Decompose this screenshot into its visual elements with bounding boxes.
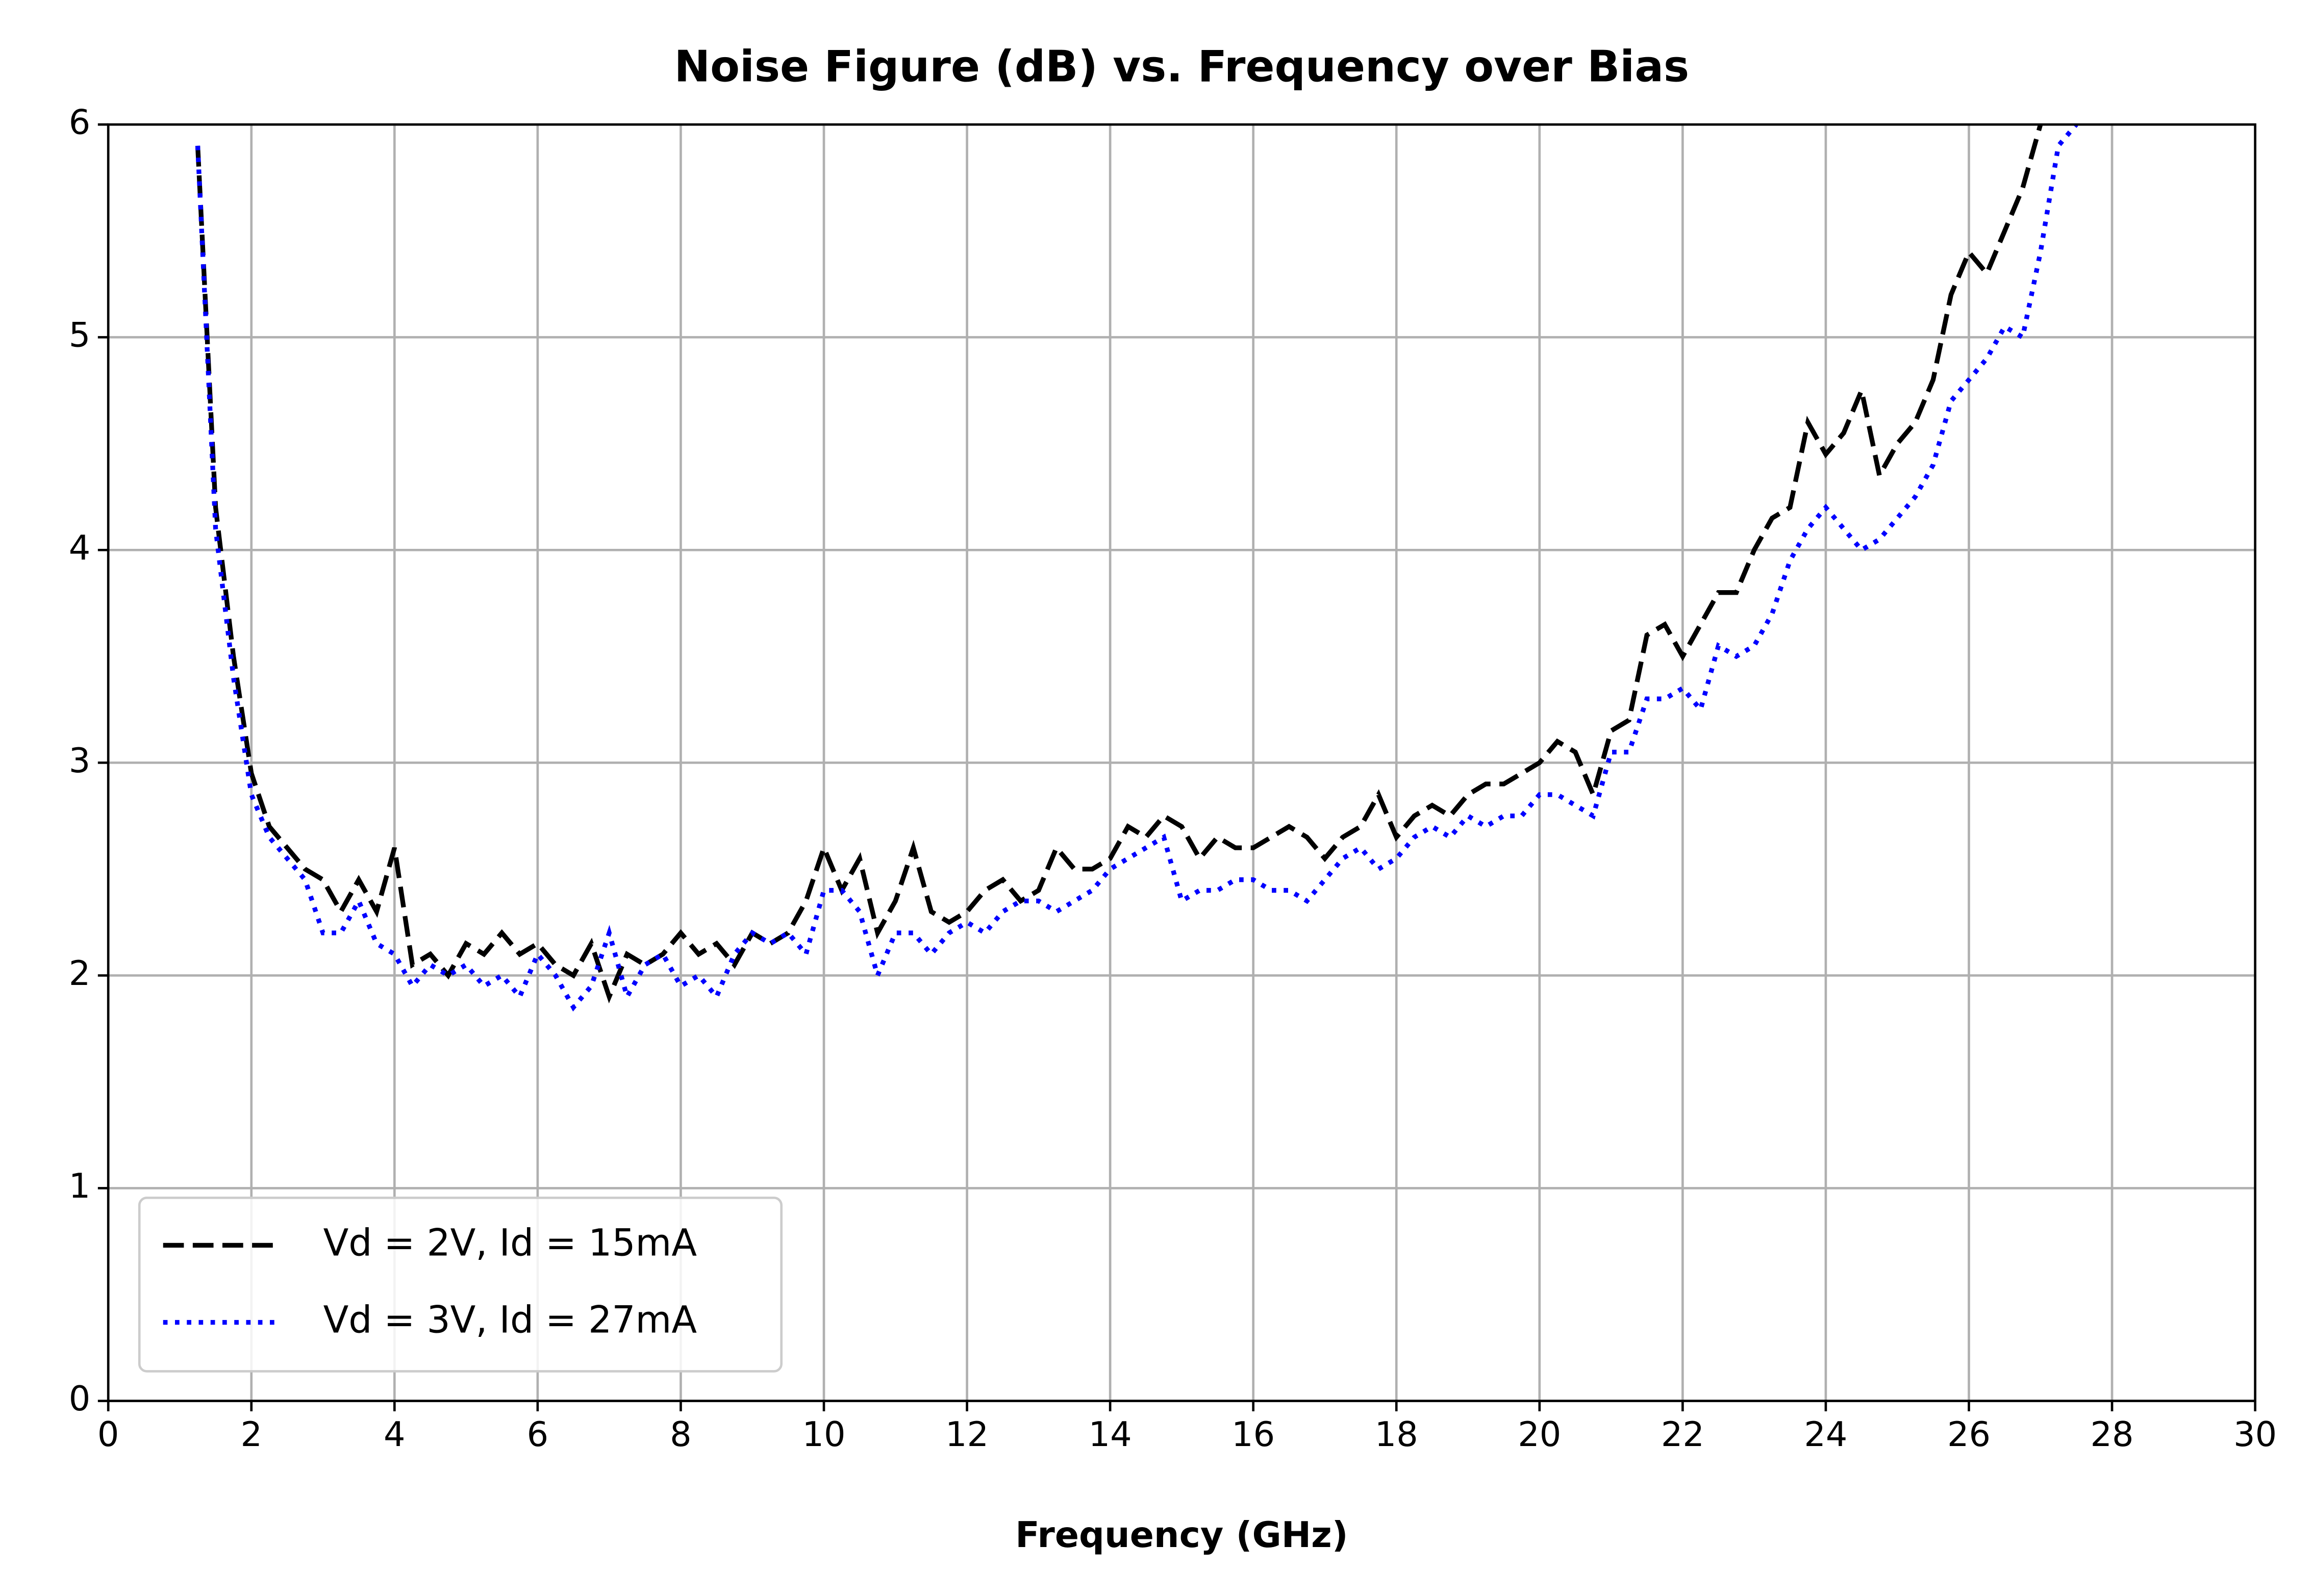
y-tick-label: 0 [69,1379,91,1418]
x-tick-label: 4 [384,1414,406,1454]
x-tick-label: 8 [670,1414,692,1454]
x-tick-label: 26 [1947,1414,1991,1454]
x-tick-label: 24 [1804,1414,1847,1454]
chart-title: Noise Figure (dB) vs. Frequency over Bia… [674,42,1690,92]
x-tick-label: 6 [527,1414,549,1454]
x-tick-label: 0 [97,1414,119,1454]
x-tick-label: 14 [1089,1414,1132,1454]
x-tick-label: 28 [2091,1414,2134,1454]
legend-box [138,1197,783,1373]
series-line [195,124,2043,1004]
x-tick-label: 20 [1518,1414,1561,1454]
y-tick-label: 2 [69,953,91,993]
legend: Vd = 2V, Id = 15mA Vd = 3V, Id = 27mA [138,1197,783,1373]
x-tick-label: 30 [2233,1414,2277,1454]
x-axis-label: Frequency (GHz) [1015,1514,1348,1556]
x-tick-label: 16 [1231,1414,1275,1454]
y-tick-label: 1 [69,1166,91,1206]
y-tick-label: 3 [69,741,91,780]
y-tick-label: 4 [69,528,91,568]
plot-area [195,124,2078,1012]
x-tick-label: 18 [1375,1414,1418,1454]
y-tick-label: 6 [69,103,91,142]
legend-label: Vd = 3V, Id = 27mA [323,1299,697,1341]
x-tick-label: 2 [240,1414,262,1454]
y-tick-label: 5 [69,315,91,355]
x-tick-label: 10 [802,1414,845,1454]
legend-label: Vd = 2V, Id = 15mA [323,1222,697,1264]
x-tick-label: 22 [1661,1414,1704,1454]
x-tick-label: 12 [945,1414,989,1454]
